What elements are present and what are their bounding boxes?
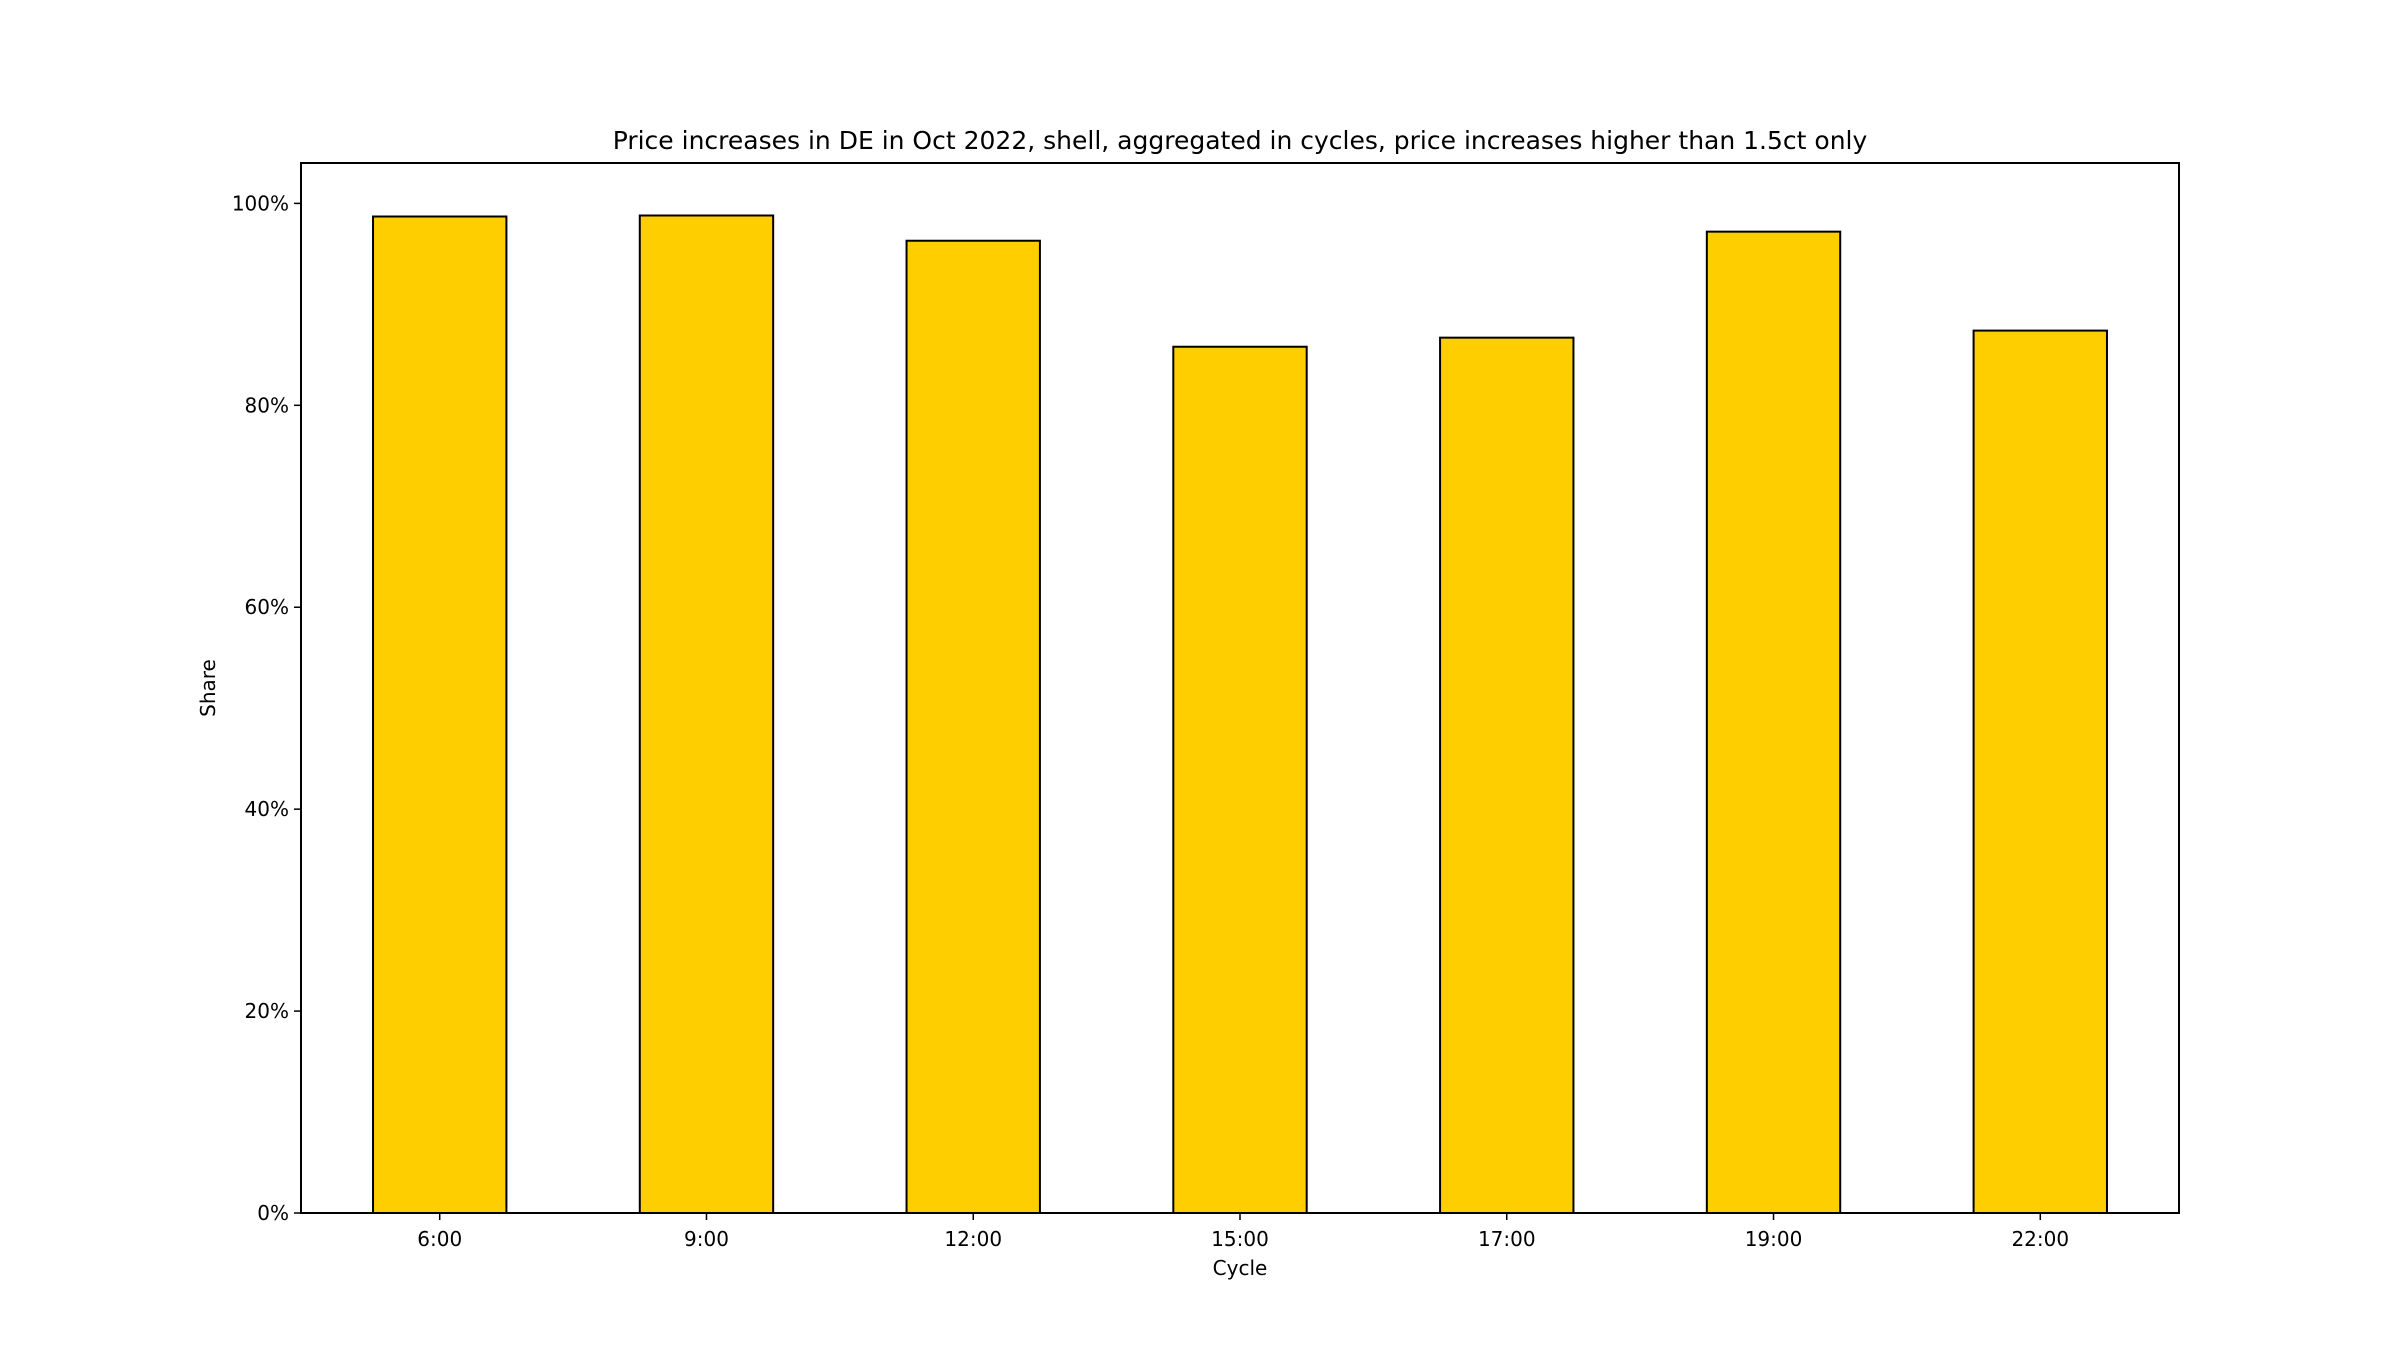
bars-group	[372, 214, 2108, 1215]
y-tick-label: 0%	[257, 1201, 289, 1225]
y-axis-label: Share	[196, 659, 220, 717]
bar-12-00	[905, 239, 1041, 1215]
y-tick-label: 100%	[232, 191, 289, 215]
y-axis: 0% 20% 40% 60% 80% 100%	[232, 191, 301, 1225]
x-tick-label: 22:00	[2011, 1227, 2069, 1251]
x-tick-label: 19:00	[1745, 1227, 1803, 1251]
y-tick-label: 20%	[245, 999, 289, 1023]
bar-22-00	[1972, 329, 2108, 1215]
x-tick-label: 9:00	[684, 1227, 729, 1251]
bar-9-00	[638, 214, 775, 1214]
x-tick-label: 17:00	[1478, 1227, 1536, 1251]
x-tick-label: 12:00	[944, 1227, 1002, 1251]
bar-6-00	[372, 215, 508, 1214]
plot-area-frame	[300, 162, 2180, 1214]
y-tick-label: 60%	[245, 595, 289, 619]
y-tick-label: 80%	[245, 393, 289, 417]
chart-title: Price increases in DE in Oct 2022, shell…	[613, 126, 1868, 155]
x-axis: 6:00 9:00 12:00 15:00 17:00 19:00 22:00	[417, 1213, 2069, 1251]
bar-17-00	[1439, 336, 1575, 1214]
y-tick-label: 40%	[245, 797, 289, 821]
x-tick-label: 6:00	[417, 1227, 462, 1251]
bar-15-00	[1172, 345, 1308, 1214]
bar-19-00	[1705, 230, 1842, 1214]
x-axis-label: Cycle	[1213, 1256, 1268, 1280]
x-tick-label: 15:00	[1211, 1227, 1269, 1251]
